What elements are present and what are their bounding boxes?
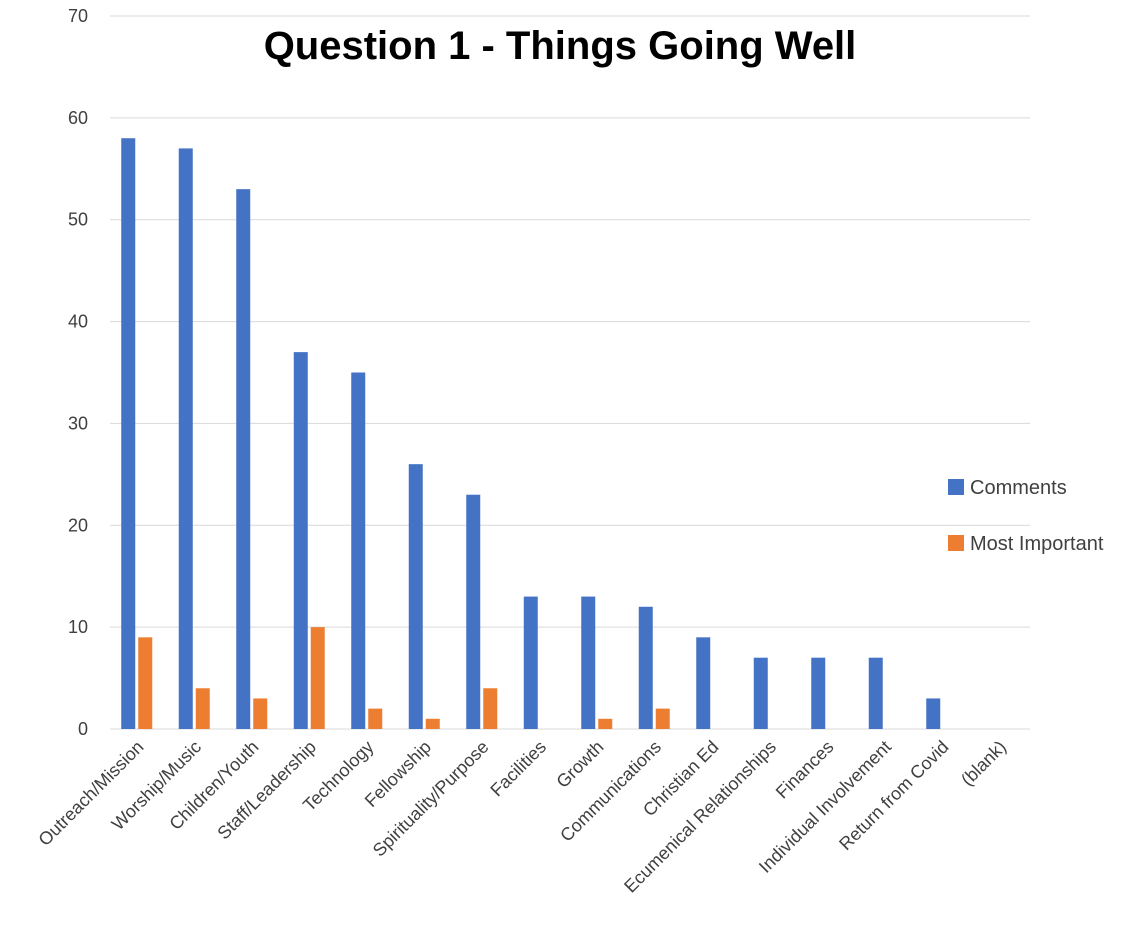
y-tick-label: 60 <box>68 108 88 128</box>
y-tick-label: 50 <box>68 210 88 230</box>
y-tick-label: 0 <box>78 719 88 739</box>
bar-most-important <box>368 708 383 729</box>
bar-most-important <box>425 718 440 729</box>
bar-comments <box>523 596 538 729</box>
legend-swatch <box>948 479 964 495</box>
chart-title: Question 1 - Things Going Well <box>263 24 857 68</box>
bar-comments <box>466 494 481 729</box>
bar-comments <box>408 464 423 729</box>
bar-comments <box>696 637 711 729</box>
legend-label: Most Important <box>970 533 1104 555</box>
legend-swatch <box>948 535 964 551</box>
y-tick-label: 40 <box>68 312 88 332</box>
x-tick-label: Return from Covid <box>835 737 952 854</box>
bar-comments <box>293 352 308 729</box>
x-tick-label: Facilities <box>486 737 550 801</box>
y-tick-label: 70 <box>68 6 88 26</box>
y-tick-label: 10 <box>68 617 88 637</box>
y-tick-label: 30 <box>68 413 88 433</box>
y-tick-label: 20 <box>68 515 88 535</box>
x-tick-label: Spirituality/Purpose <box>369 737 493 861</box>
bar-most-important <box>253 698 268 729</box>
bar-comments <box>121 138 136 729</box>
x-tick-label: Growth <box>552 737 607 792</box>
bar-comments <box>868 657 883 729</box>
x-tick-label: (blank) <box>957 737 1010 790</box>
x-tick-label: Staff/Leadership <box>213 737 320 844</box>
bar-comments <box>581 596 596 729</box>
bar-comments <box>351 372 366 729</box>
x-tick-label: Communications <box>556 737 665 846</box>
bar-comments <box>638 606 653 729</box>
bar-comments <box>926 698 941 729</box>
bar-most-important <box>310 627 325 729</box>
bar-most-important <box>483 688 498 729</box>
x-tick-label: Outreach/Mission <box>34 737 147 850</box>
bar-most-important <box>598 718 613 729</box>
bar-most-important <box>195 688 210 729</box>
bar-comments <box>753 657 768 729</box>
bar-comments <box>236 189 251 729</box>
bar-comments <box>811 657 826 729</box>
legend-label: Comments <box>970 477 1067 499</box>
bar-most-important <box>655 708 670 729</box>
bar-most-important <box>138 637 153 729</box>
bar-comments <box>178 148 193 729</box>
